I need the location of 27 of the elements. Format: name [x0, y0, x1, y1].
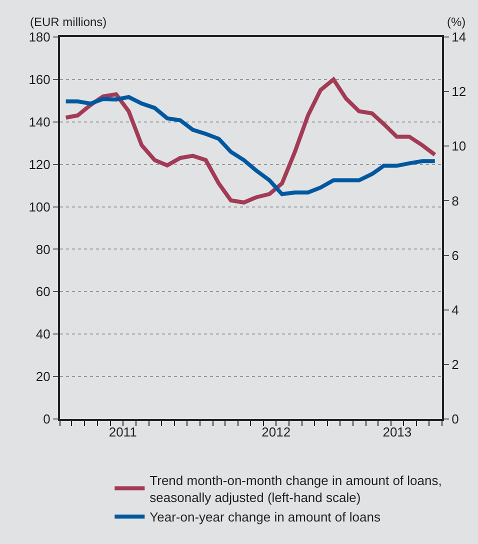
y2-tick-label: 10	[452, 138, 466, 154]
y-axis-title: (EUR millions)	[30, 15, 107, 29]
line-series	[64, 77, 437, 205]
x-tick-label: 2011	[108, 424, 137, 440]
y-tick-label: 60	[36, 284, 50, 300]
x-tick-label: 2013	[382, 424, 412, 440]
y2-tick-label: 4	[452, 302, 459, 318]
y-tick-label: 40	[36, 326, 50, 342]
x-tick-label: 2012	[262, 424, 291, 440]
y2-axis-title: (%)	[447, 15, 466, 29]
y-tick-label: 160	[28, 72, 50, 87]
y2-tick-label: 0	[452, 412, 459, 427]
legend-label: Trend month-on-month change in amount of loans, seasonally adjusted (left-hand scale)	[150, 472, 442, 505]
y-tick-label: 140	[28, 114, 50, 130]
y2-tick-label: 12	[452, 84, 466, 100]
y-tick-label: 80	[36, 242, 50, 257]
y-tick-label: 20	[36, 369, 50, 384]
y-tick-label: 180	[28, 30, 50, 45]
y2-tick-label: 8	[452, 193, 459, 208]
legend-label: Year-on-year change in amount of loans	[150, 510, 381, 525]
y2-tick-label: 14	[452, 30, 466, 45]
y-tick-label: 120	[28, 156, 50, 172]
y-tick-label: 0	[43, 412, 50, 427]
y2-tick-label: 2	[452, 356, 459, 372]
y2-tick-label: 6	[452, 248, 459, 263]
y-tick-label: 100	[28, 199, 50, 214]
line-series	[64, 95, 437, 196]
